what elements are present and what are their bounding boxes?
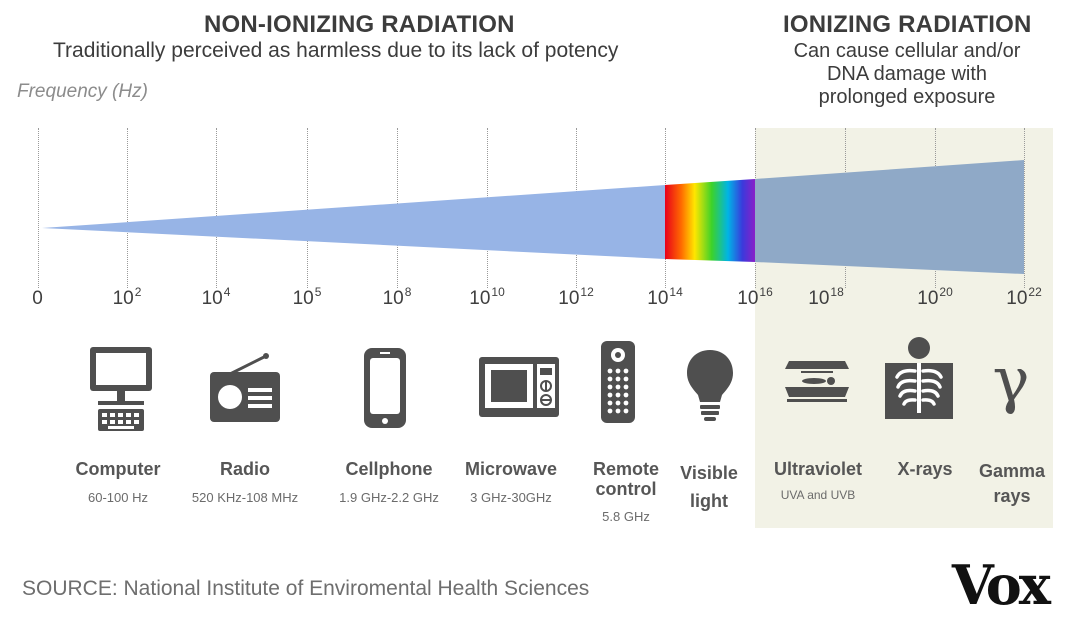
source-range-ultraviolet: UVA and UVB <box>780 488 856 502</box>
gridline <box>216 128 217 288</box>
ionizing-subtitle: Can cause cellular and/or DNA damage wit… <box>758 40 1056 109</box>
source-label-computer: Computer <box>75 459 161 479</box>
frequency-spectrum-beam <box>42 160 1024 274</box>
gridline <box>307 128 308 288</box>
ionizing-beam <box>755 160 1024 274</box>
gamma-icon: γ <box>992 343 1030 416</box>
microwave-icon <box>479 357 559 417</box>
tick-label: 1016 <box>737 285 773 309</box>
tick-label: 1012 <box>558 285 594 309</box>
cellphone-icon <box>364 348 406 428</box>
tick-label: 1014 <box>647 285 683 309</box>
source-range-computer: 60-100 Hz <box>88 490 148 505</box>
source-range-remote-control: 5.8 GHz <box>602 509 650 524</box>
tick-label: 0 <box>32 288 43 309</box>
source-label-cellphone: Cellphone <box>345 459 433 479</box>
tick-label: 105 <box>292 285 322 309</box>
source-range-microwave: 3 GHz-30GHz <box>470 490 552 505</box>
source-label-xrays: X-rays <box>897 459 953 479</box>
radio-icon <box>210 353 280 422</box>
source-label-radio: Radio <box>219 459 271 479</box>
tick-label: 1018 <box>808 285 844 309</box>
tick-label: 104 <box>201 285 231 309</box>
tick-label: 1022 <box>1006 285 1042 309</box>
tick-label: 108 <box>382 285 412 309</box>
visible-light-spectrum <box>665 179 755 262</box>
non-ionizing-subtitle: Traditionally perceived as harmless due … <box>53 39 619 62</box>
source-label-ultraviolet: Ultraviolet <box>773 459 863 479</box>
source-label-microwave: Microwave <box>464 459 558 479</box>
gridline <box>127 128 128 288</box>
gridline <box>1024 128 1025 288</box>
source-label-gamma-rays: Gamma rays <box>978 461 1046 506</box>
source-range-radio: 520 KHz-108 MHz <box>191 490 299 505</box>
source-label-visible-light: Visible light <box>680 463 738 511</box>
tick-label: 1010 <box>469 285 505 309</box>
ionizing-subtitle-line: DNA damage with <box>826 63 988 85</box>
source-citation: SOURCE: National Institute of Enviroment… <box>22 577 590 600</box>
vox-logo: Vox <box>951 553 1051 617</box>
computer-icon <box>90 347 152 431</box>
ionizing-subtitle-line: prolonged exposure <box>818 86 996 108</box>
source-label-remote-control: Remote control <box>592 459 659 499</box>
source-range-cellphone: 1.9 GHz-2.2 GHz <box>339 490 439 505</box>
gridline <box>38 128 39 288</box>
tick-label: 102 <box>112 285 142 309</box>
non-ionizing-beam <box>42 185 665 259</box>
ionizing-subtitle-line: Can cause cellular and/or <box>793 40 1021 62</box>
tanning-bed-icon <box>785 361 849 402</box>
tick-label: 1020 <box>917 285 953 309</box>
xray-icon <box>885 337 953 419</box>
ionizing-title: IONIZING RADIATION <box>783 11 1032 38</box>
light-bulb-icon <box>687 350 733 421</box>
frequency-axis-label: Frequency (Hz) <box>17 81 148 102</box>
remote-control-icon <box>601 341 635 423</box>
non-ionizing-title: NON-IONIZING RADIATION <box>204 11 515 38</box>
